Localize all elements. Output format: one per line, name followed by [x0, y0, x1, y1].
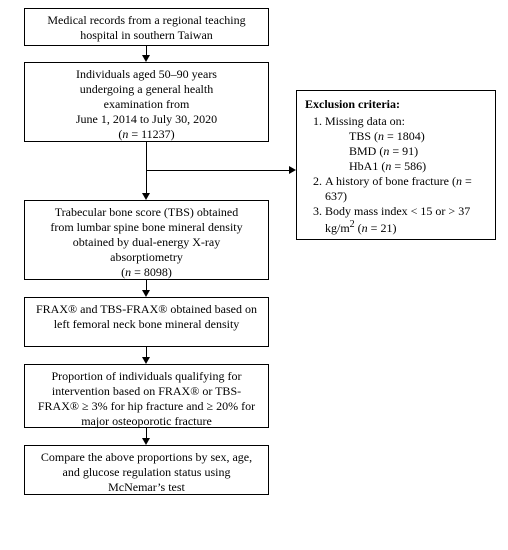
t: = 586)	[391, 159, 426, 173]
n-rest: = 11237)	[128, 127, 174, 141]
t: = 21)	[368, 221, 397, 235]
line: Trabecular bone score (TBS) obtained	[55, 205, 239, 219]
t: = 1804)	[384, 129, 425, 143]
flow-box-compare: Compare the above proportions by sex, ag…	[24, 445, 269, 495]
n-rest: = 8098)	[131, 265, 172, 279]
exclusion-title: Exclusion criteria:	[305, 97, 400, 111]
arrowhead-down	[142, 438, 150, 445]
t: (	[355, 221, 362, 235]
line: Individuals aged 50–90 years	[76, 67, 217, 81]
line: absorptiometry	[110, 250, 183, 264]
line: from lumbar spine bone mineral density	[50, 220, 242, 234]
sub-item: BMD (n = 91)	[325, 144, 487, 159]
flow-box-source: Medical records from a regional teaching…	[24, 8, 269, 46]
flow-box-proportion: Proportion of individuals qualifying for…	[24, 364, 269, 428]
arrowhead-down	[142, 193, 150, 200]
exclusion-item: Missing data on: TBS (n = 1804) BMD (n =…	[325, 114, 487, 174]
arrow-right	[146, 170, 290, 171]
exclusion-item: A history of bone fracture (n = 637)	[325, 174, 487, 204]
flow-box-tbs: Trabecular bone score (TBS) obtained fro…	[24, 200, 269, 280]
flow-box-frax: FRAX® and TBS-FRAX® obtained based on le…	[24, 297, 269, 347]
arrowhead-right	[289, 166, 296, 174]
arrowhead-down	[142, 357, 150, 364]
line: examination from	[104, 97, 190, 111]
text: Missing data on:	[325, 114, 405, 128]
exclusion-box: Exclusion criteria: Missing data on: TBS…	[296, 90, 496, 240]
sub-item: HbA1 (n = 586)	[325, 159, 487, 174]
arrow-down	[146, 142, 147, 194]
text: Medical records from a regional teaching…	[47, 13, 245, 42]
line: undergoing a general health	[80, 82, 213, 96]
exclusion-item: Body mass index < 15 or > 37 kg/m2 (n = …	[325, 204, 487, 236]
text: FRAX® and TBS-FRAX® obtained based on le…	[36, 302, 257, 331]
arrowhead-down	[142, 55, 150, 62]
t: HbA1 (	[349, 159, 385, 173]
sub-item: TBS (n = 1804)	[325, 129, 487, 144]
text: Compare the above proportions by sex, ag…	[41, 450, 252, 494]
arrowhead-down	[142, 290, 150, 297]
t: BMD (	[349, 144, 383, 158]
line: obtained by dual-energy X-ray	[73, 235, 220, 249]
t: = 91)	[389, 144, 418, 158]
t: Body mass index < 15 or > 37 kg/m	[325, 204, 470, 235]
t: TBS (	[349, 129, 378, 143]
t: A history of bone fracture (	[325, 174, 456, 188]
text: Proportion of individuals qualifying for…	[38, 369, 255, 428]
flow-box-cohort: Individuals aged 50–90 years undergoing …	[24, 62, 269, 142]
exclusion-list: Missing data on: TBS (n = 1804) BMD (n =…	[305, 114, 487, 236]
line: June 1, 2014 to July 30, 2020	[76, 112, 217, 126]
